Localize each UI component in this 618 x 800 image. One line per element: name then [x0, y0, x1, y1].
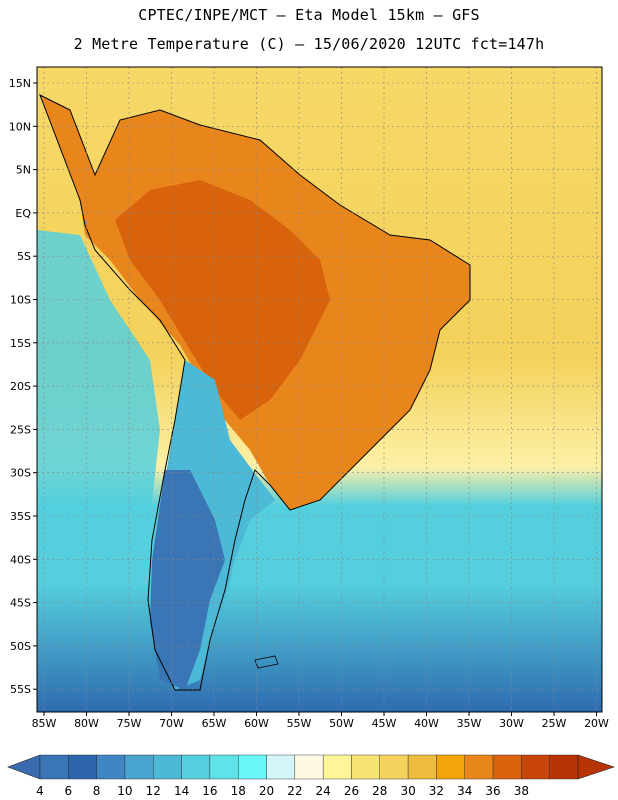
lon-label: 45W — [372, 717, 397, 730]
colorbar-swatch — [153, 754, 182, 780]
colorbar-swatch — [464, 754, 494, 780]
colorbar-swatch — [379, 754, 409, 780]
colorbar-swatch — [39, 754, 69, 780]
colorbar-swatch — [238, 754, 267, 780]
colorbar-label: 8 — [93, 784, 101, 798]
colorbar-swatch — [407, 754, 437, 780]
colorbar-swatch — [492, 754, 522, 780]
lat-label: 10S — [10, 294, 31, 307]
colorbar-label: 34 — [457, 784, 472, 798]
colorbar-label: 16 — [202, 784, 217, 798]
lon-label: 65W — [202, 717, 227, 730]
colorbar-swatch — [266, 754, 296, 780]
lat-label: 20S — [10, 380, 31, 393]
colorbar-low-arrow — [7, 754, 41, 780]
lon-label: 35W — [457, 717, 482, 730]
lat-label: 30S — [10, 467, 31, 480]
colorbar-label: 38 — [514, 784, 529, 798]
colorbar: 4 6 8 10 12 14 16 18 20 22 24 26 28 30 32 34 36 38 — [7, 754, 615, 798]
coastline — [39, 93, 471, 691]
lon-label: 20W — [584, 717, 609, 730]
lon-label: 80W — [74, 717, 99, 730]
lat-label: EQ — [15, 207, 31, 220]
map-frame — [36, 66, 603, 713]
colorbar-label: 22 — [287, 784, 302, 798]
lat-label: 35S — [10, 510, 31, 523]
falkland-islands — [254, 655, 279, 669]
colorbar-swatch — [294, 754, 324, 780]
colorbar-label: 28 — [372, 784, 387, 798]
lat-label: 5N — [16, 164, 31, 177]
colorbar-high-arrow — [577, 754, 615, 780]
lat-label: 40S — [10, 553, 31, 566]
colorbar-label: 36 — [485, 784, 500, 798]
colorbar-swatch — [351, 754, 380, 780]
colorbar-swatch — [521, 754, 550, 780]
colorbar-label: 32 — [429, 784, 444, 798]
lat-label: 5S — [17, 250, 31, 263]
lon-label: 25W — [542, 717, 567, 730]
lat-label: 25S — [10, 423, 31, 436]
colorbar-swatch — [436, 754, 465, 780]
lon-label: 30W — [499, 717, 524, 730]
map-subtitle: 2 Metre Temperature (C) – 15/06/2020 12U… — [73, 35, 545, 53]
colorbar-swatch — [181, 754, 211, 780]
lon-label: 75W — [117, 717, 142, 730]
colorbar-label: 18 — [231, 784, 246, 798]
map-area — [37, 67, 602, 712]
lon-label: 60W — [244, 717, 269, 730]
lon-label: 50W — [329, 717, 354, 730]
land-cold-region — [150, 470, 225, 690]
colorbar-swatch — [322, 754, 352, 780]
colorbar-swatch — [549, 754, 579, 780]
colorbar-label: 4 — [36, 784, 44, 798]
lat-label: 10N — [9, 120, 31, 133]
colorbar-swatch — [96, 754, 126, 780]
latitude-labels: 15N 10N 5N EQ 5S 10S 15S 20S 25S 30S 35S 40S 45S 50S 5… — [9, 77, 37, 696]
colorbar-label: 26 — [344, 784, 359, 798]
lat-label: 15S — [10, 337, 31, 350]
map-title: CPTEC/INPE/MCT – Eta Model 15km – GFS — [138, 6, 480, 24]
colorbar-label: 24 — [316, 784, 331, 798]
lon-label: 70W — [159, 717, 184, 730]
colorbar-swatch — [209, 754, 239, 780]
colorbar-swatch — [68, 754, 97, 780]
colorbar-label: 6 — [64, 784, 72, 798]
colorbar-label: 10 — [117, 784, 132, 798]
lat-label: 15N — [9, 77, 31, 90]
lat-label: 50S — [10, 640, 31, 653]
lon-label: 85W — [32, 717, 57, 730]
lat-label: 55S — [10, 683, 31, 696]
colorbar-swatch — [124, 754, 154, 780]
colorbar-label: 14 — [174, 784, 189, 798]
lat-label: 45S — [10, 597, 31, 610]
colorbar-label: 30 — [400, 784, 415, 798]
lon-label: 55W — [287, 717, 312, 730]
lon-label: 40W — [414, 717, 439, 730]
colorbar-label: 20 — [259, 784, 274, 798]
longitude-labels: 85W 80W 75W 70W 65W 60W 55W 50W 45W 40W 35W 30W 25W 2… — [32, 712, 609, 730]
colorbar-label: 12 — [146, 784, 161, 798]
land-hot-region — [115, 180, 330, 420]
lat-lon-grid — [37, 67, 602, 712]
